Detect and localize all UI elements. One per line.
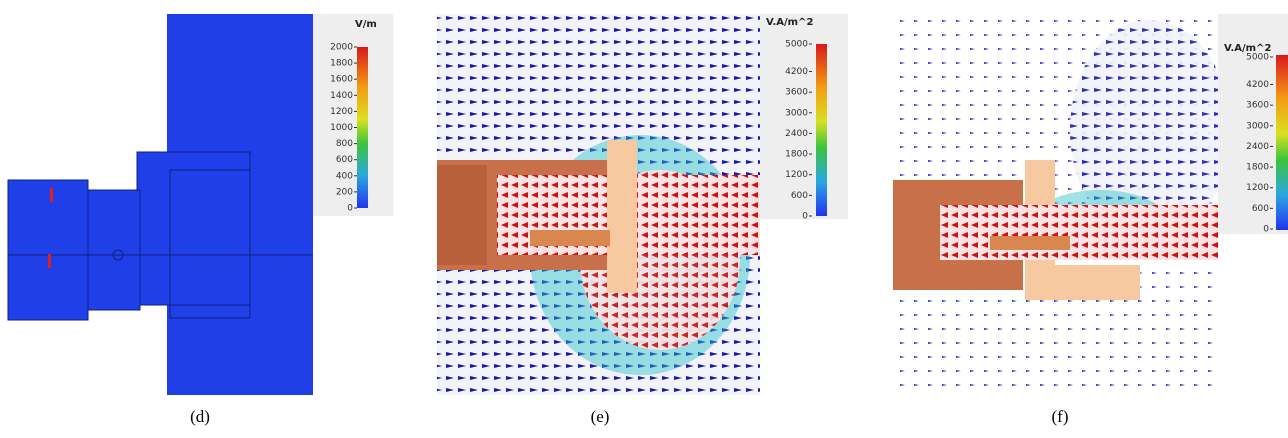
colorbar-tick-label: 2400 <box>785 129 808 139</box>
colorbar-tick-label: 800 <box>336 139 353 149</box>
colorbar-tick-label: 2000 <box>330 43 353 53</box>
colorbar-tick-label: 5000 <box>1246 53 1269 63</box>
panel-d-image <box>8 14 313 395</box>
colorbar-tick-label: 3600 <box>1246 101 1269 111</box>
colorbar-tick-label: 600 <box>336 155 353 165</box>
colorbar-tick-label: 1200 <box>330 107 353 117</box>
colorbar-tick-label: 2400 <box>1246 142 1269 152</box>
colorbar-tick-label: 0 <box>802 212 808 222</box>
colorbar-tick-label: 1800 <box>785 150 808 160</box>
colorbar-tick-label: 4200 <box>1246 80 1269 90</box>
colorbar-tick-label: 1200 <box>785 170 808 180</box>
panel-label: (d) <box>190 407 210 426</box>
colorbar-tick-label: 1200 <box>1246 183 1269 193</box>
colorbar-tick-label: 600 <box>791 191 808 201</box>
colorbar-tick-label: 1600 <box>330 75 353 85</box>
panel-label: (f) <box>1052 407 1069 426</box>
colorbar <box>816 44 827 216</box>
colorbar-tick-label: 1800 <box>330 59 353 69</box>
colorbar-tick-label: 4200 <box>785 67 808 77</box>
colorbar-tick-label: 3000 <box>785 108 808 118</box>
colorbar-tick-label: 3000 <box>1246 121 1269 131</box>
panel-f-image <box>893 14 1230 395</box>
colorbar-tick-label: 5000 <box>785 40 808 50</box>
colorbar-unit: V.A/m^2 <box>766 17 813 28</box>
colorbar-tick-label: 1400 <box>330 91 353 101</box>
colorbar-tick-label: 1000 <box>330 123 353 133</box>
colorbar-tick-label: 1800 <box>1246 163 1269 173</box>
colorbar-tick-label: 600 <box>1252 204 1269 214</box>
colorbar-tick-label: 0 <box>347 204 353 214</box>
colorbar-tick-label: 200 <box>336 187 353 197</box>
colorbar-tick-label: 400 <box>336 171 353 181</box>
colorbar <box>1276 55 1288 230</box>
colorbar-tick-label: 3600 <box>785 88 808 98</box>
colorbar <box>357 47 368 208</box>
panel-e-image <box>437 14 760 395</box>
figure: V/m 200018001600140012001000800600400200… <box>0 0 1288 434</box>
panel-label: (e) <box>591 407 610 426</box>
colorbar-unit: V/m <box>355 19 377 30</box>
colorbar-panel <box>313 14 393 216</box>
colorbar-tick-label: 0 <box>1263 225 1269 235</box>
